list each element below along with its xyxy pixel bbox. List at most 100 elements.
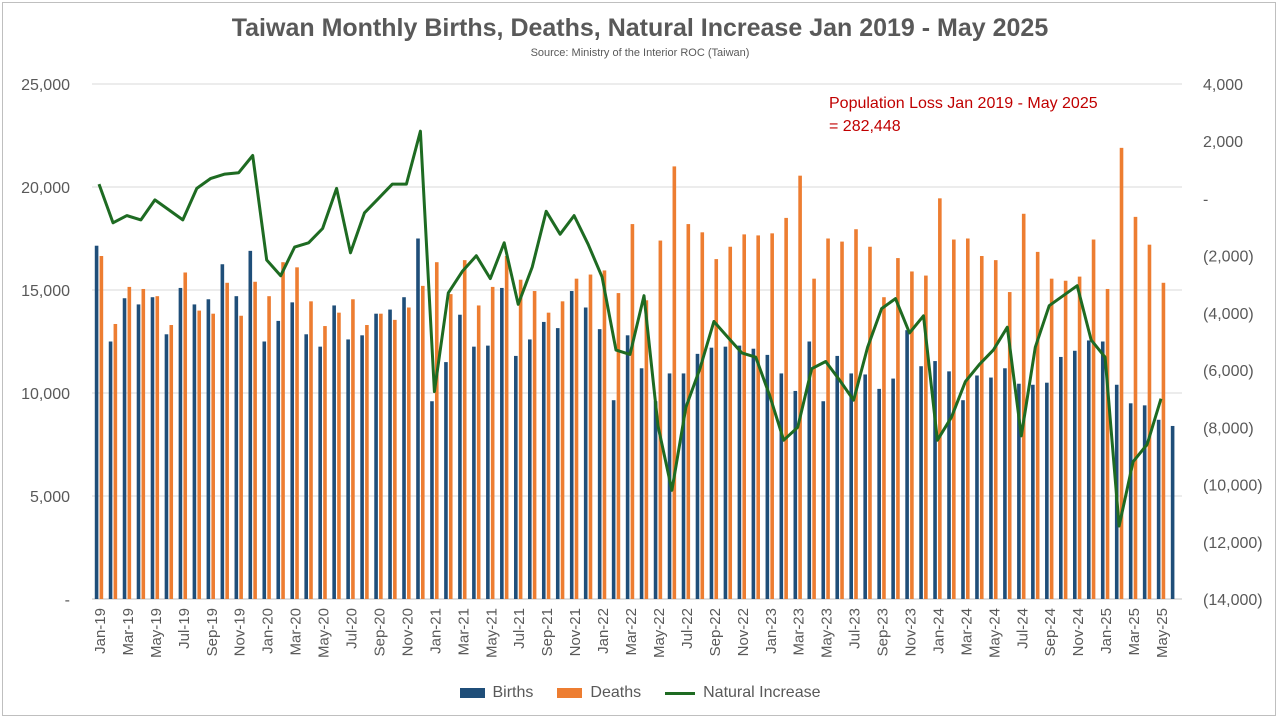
x-tick-label: Mar-24 [958,608,975,656]
births-bar [793,390,798,599]
deaths-bar [616,293,621,599]
x-tick-label: Jan-25 [1098,608,1115,654]
x-tick-label: May-22 [651,608,668,658]
left-tick-label: 20,000 [21,180,70,197]
x-tick-label: Jul-22 [679,608,696,649]
deaths-bar [1105,288,1110,599]
deaths-bar [476,305,481,599]
chart-subtitle: Source: Ministry of the Interior ROC (Ta… [530,47,750,59]
right-tick-label: (6,000) [1203,363,1254,380]
x-tick-label: Jan-24 [930,608,947,654]
deaths-bar [1063,280,1068,599]
births-bar [807,341,812,599]
left-tick-label: 15,000 [21,283,70,300]
deaths-bar [1133,216,1138,599]
x-tick-label: May-24 [986,608,1003,658]
deaths-bar [490,286,495,599]
deaths-bar [1077,276,1082,599]
x-tick-label: Jul-19 [176,608,193,649]
deaths-bar [323,326,327,599]
deaths-bar [393,319,397,599]
deaths-bar [1091,239,1096,599]
x-tick-label: May-23 [819,608,836,658]
left-tick-label: 10,000 [21,386,70,403]
deaths-bar [309,301,313,599]
deaths-bar [365,325,369,599]
deaths-bar [574,278,579,599]
births-bar [346,339,350,599]
births-bar [639,368,644,599]
legend-swatch-deaths [557,688,583,698]
right-tick-label: (12,000) [1203,535,1263,552]
right-tick-label: (14,000) [1203,592,1263,609]
deaths-bar [546,312,551,599]
deaths-bar [728,246,733,600]
deaths-bar [141,288,146,599]
births-bar [947,371,951,599]
x-tick-label: Sep-20 [371,608,388,656]
births-bar [136,304,141,599]
deaths-bar [169,325,174,599]
births-bar [458,314,462,599]
births-bar [961,400,965,599]
right-tick-label: 2,000 [1203,134,1243,151]
legend-swatch-births [459,688,485,698]
chart-title: Taiwan Monthly Births, Deaths, Natural I… [231,14,1049,42]
right-tick-label: (8,000) [1203,420,1254,437]
births-bar [1059,356,1063,599]
births-bar [318,346,322,599]
births-bar [248,250,253,600]
deaths-bar [896,258,900,599]
deaths-bar [658,240,663,599]
births-bar [1156,419,1161,599]
x-tick-label: Nov-20 [399,608,416,656]
x-tick-label: Jul-23 [847,608,864,649]
births-bar [276,320,281,599]
births-bar [541,321,546,599]
deaths-bar [644,300,649,599]
deaths-bar [379,313,383,599]
deaths-bar [784,217,788,599]
deaths-bar [113,323,118,599]
births-bar [164,334,169,599]
x-tick-label: Jan-21 [427,608,444,654]
deaths-bar [532,291,537,599]
left-tick-label: 5,000 [30,489,70,506]
right-tick-label: (4,000) [1203,306,1254,323]
legend-label-deaths: Deaths [590,684,642,701]
deaths-bar [714,259,719,599]
births-bar [681,373,686,599]
x-tick-label: Sep-22 [707,608,724,656]
births-bar [723,346,728,599]
x-tick-label: Sep-21 [539,608,556,656]
deaths-bar [798,175,802,600]
births-bar [374,313,378,599]
births-bar [835,355,840,599]
deaths-bar [1147,244,1152,599]
births-bar [527,339,532,599]
births-bar [220,264,225,599]
births-bar [108,341,113,599]
x-tick-label: Mar-23 [791,608,808,656]
deaths-bar [127,286,132,599]
births-bars [94,238,1175,600]
deaths-bar [407,307,411,599]
x-axis-ticks: Jan-19 Mar-19 May-19 Jul-19 Sep-19 Nov-19 Jan-… [92,608,1171,658]
births-bar [653,401,658,599]
x-tick-label: Jan-23 [763,608,780,654]
x-tick-label: Mar-21 [455,608,472,656]
deaths-bar [420,285,425,599]
deaths-bar [1119,147,1124,600]
births-bar [625,335,630,599]
births-bar [290,302,295,599]
deaths-bar [993,260,998,599]
x-tick-label: Jan-22 [595,608,612,654]
deaths-bar [155,296,160,599]
births-bar [332,305,336,599]
deaths-bar [672,166,677,599]
legend: Births Deaths Natural Increase [0,684,1280,702]
births-bar [178,287,183,599]
deaths-bar [840,241,844,599]
